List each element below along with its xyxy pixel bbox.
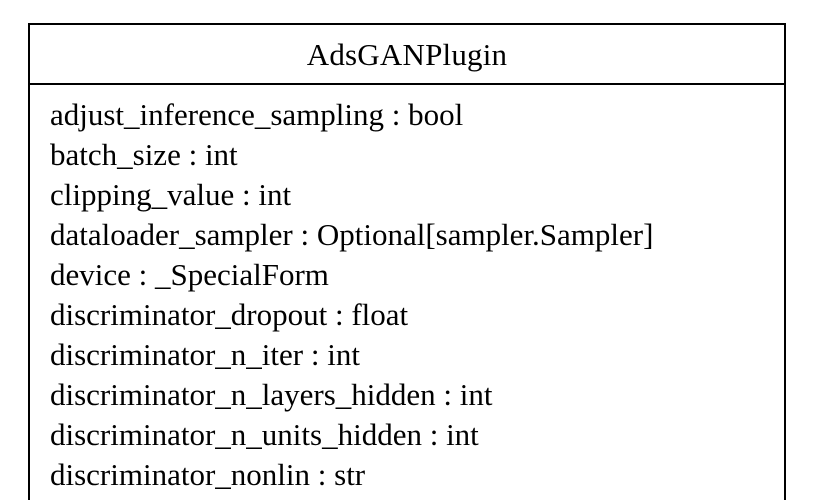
attribute-item: device : _SpecialForm	[50, 257, 329, 292]
attribute-item: dataloader_sampler : Optional[sampler.Sa…	[50, 217, 654, 252]
uml-class-box: AdsGANPlugin adjust_inference_sampling :…	[28, 23, 786, 500]
attribute-item: discriminator_nonlin : str	[50, 457, 366, 492]
attribute-list: adjust_inference_sampling : bool batch_s…	[30, 85, 784, 495]
attribute-item: discriminator_n_units_hidden : int	[50, 417, 479, 452]
attribute-item: discriminator_dropout : float	[50, 297, 409, 332]
attribute-item: adjust_inference_sampling : bool	[50, 97, 464, 132]
attribute-item: clipping_value : int	[50, 177, 292, 212]
attribute-item: discriminator_n_iter : int	[50, 337, 360, 372]
class-header: AdsGANPlugin	[30, 25, 784, 85]
attribute-item: batch_size : int	[50, 137, 238, 172]
class-name: AdsGANPlugin	[306, 36, 508, 72]
attribute-item: discriminator_n_layers_hidden : int	[50, 377, 493, 412]
